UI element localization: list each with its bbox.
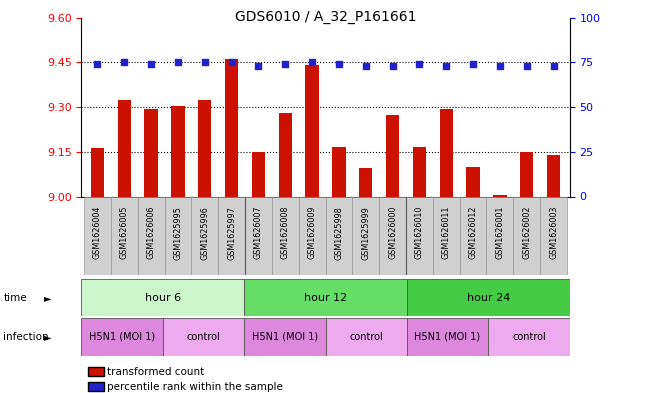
Text: GSM1626005: GSM1626005	[120, 206, 129, 259]
Bar	[486, 196, 513, 275]
Text: GSM1626000: GSM1626000	[388, 206, 397, 259]
Bar	[439, 108, 453, 196]
Bar	[244, 279, 407, 316]
Text: GSM1626006: GSM1626006	[146, 206, 156, 259]
Bar	[386, 114, 399, 196]
Bar	[413, 147, 426, 196]
Bar	[145, 108, 158, 196]
Bar	[513, 196, 540, 275]
Bar	[118, 100, 131, 196]
Text: hour 6: hour 6	[145, 293, 181, 303]
Point	[334, 61, 344, 67]
Bar	[332, 147, 346, 196]
Point	[173, 59, 183, 66]
Text: GSM1626007: GSM1626007	[254, 206, 263, 259]
Text: ►: ►	[44, 332, 52, 342]
Bar	[84, 196, 111, 275]
Bar	[218, 196, 245, 275]
Point	[92, 61, 103, 67]
Bar	[272, 196, 299, 275]
Text: GSM1625996: GSM1625996	[201, 206, 209, 260]
Text: GSM1626010: GSM1626010	[415, 206, 424, 259]
Text: control: control	[187, 332, 220, 342]
Point	[307, 59, 317, 66]
Text: GSM1625997: GSM1625997	[227, 206, 236, 260]
Bar	[191, 196, 218, 275]
Bar	[407, 318, 488, 356]
Text: percentile rank within the sample: percentile rank within the sample	[107, 382, 283, 392]
Bar	[252, 152, 265, 196]
Point	[414, 61, 424, 67]
Bar	[407, 279, 570, 316]
Bar	[81, 318, 163, 356]
Text: GSM1626001: GSM1626001	[495, 206, 505, 259]
Text: GSM1626003: GSM1626003	[549, 206, 558, 259]
Bar	[138, 196, 165, 275]
Bar	[493, 195, 506, 196]
Text: GDS6010 / A_32_P161661: GDS6010 / A_32_P161661	[235, 10, 416, 24]
Text: H5N1 (MOI 1): H5N1 (MOI 1)	[415, 332, 480, 342]
Bar	[299, 196, 326, 275]
Point	[119, 59, 130, 66]
Text: hour 24: hour 24	[467, 293, 510, 303]
Text: GSM1626009: GSM1626009	[307, 206, 316, 259]
Point	[146, 61, 156, 67]
Text: infection: infection	[3, 332, 49, 342]
Text: GSM1625998: GSM1625998	[335, 206, 344, 260]
Point	[227, 59, 237, 66]
Text: GSM1626012: GSM1626012	[469, 206, 478, 259]
Bar	[111, 196, 138, 275]
Bar	[466, 167, 480, 196]
Bar	[171, 106, 185, 196]
Bar	[547, 155, 561, 196]
Bar	[352, 196, 379, 275]
Text: GSM1626011: GSM1626011	[442, 206, 450, 259]
Text: transformed count: transformed count	[107, 367, 204, 377]
Bar	[165, 196, 191, 275]
Point	[200, 59, 210, 66]
Bar	[225, 59, 238, 196]
Point	[468, 61, 478, 67]
Point	[441, 63, 451, 69]
Text: GSM1625999: GSM1625999	[361, 206, 370, 260]
Bar	[279, 113, 292, 196]
Bar	[163, 318, 244, 356]
Point	[280, 61, 290, 67]
Bar	[198, 100, 212, 196]
Bar	[245, 196, 272, 275]
Text: ►: ►	[44, 293, 52, 303]
Point	[521, 63, 532, 69]
Text: control: control	[512, 332, 546, 342]
Bar	[488, 318, 570, 356]
Text: time: time	[3, 293, 27, 303]
Text: GSM1626008: GSM1626008	[281, 206, 290, 259]
Bar	[406, 196, 433, 275]
Bar	[90, 148, 104, 196]
Bar	[305, 65, 319, 196]
Bar	[433, 196, 460, 275]
Bar	[326, 196, 352, 275]
Text: hour 12: hour 12	[304, 293, 347, 303]
Bar	[460, 196, 486, 275]
Text: GSM1626002: GSM1626002	[522, 206, 531, 259]
Bar	[359, 168, 372, 196]
Bar	[520, 152, 533, 196]
Text: control: control	[350, 332, 383, 342]
Text: H5N1 (MOI 1): H5N1 (MOI 1)	[89, 332, 155, 342]
Text: GSM1626004: GSM1626004	[93, 206, 102, 259]
Text: H5N1 (MOI 1): H5N1 (MOI 1)	[252, 332, 318, 342]
Point	[387, 63, 398, 69]
Point	[495, 63, 505, 69]
Bar	[326, 318, 407, 356]
Point	[253, 63, 264, 69]
Bar	[379, 196, 406, 275]
Bar	[81, 279, 244, 316]
Bar	[540, 196, 567, 275]
Bar	[244, 318, 326, 356]
Text: GSM1625995: GSM1625995	[173, 206, 182, 260]
Point	[361, 63, 371, 69]
Point	[548, 63, 559, 69]
